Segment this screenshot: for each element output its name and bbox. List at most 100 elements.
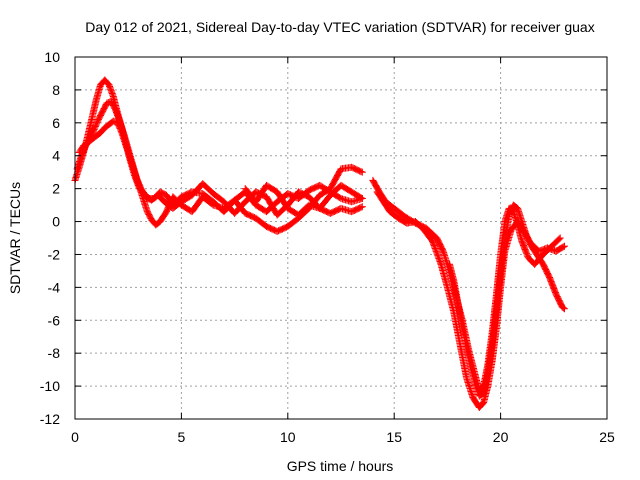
- x-tick-label: 5: [178, 429, 186, 445]
- series-track-7: [446, 201, 568, 400]
- data-point-trail: [114, 120, 125, 135]
- data-point-trail: [307, 202, 322, 212]
- data-point-trail: [553, 291, 566, 310]
- data-point-trail: [211, 190, 227, 205]
- data-point-trail: [391, 205, 408, 220]
- data-point-trail: [488, 326, 500, 364]
- data-point-trail: [106, 118, 116, 128]
- data-point-trail: [540, 262, 553, 280]
- axis-ticks: [74, 56, 608, 420]
- data-point-trail: [274, 189, 291, 211]
- y-tick-label: -6: [48, 312, 61, 328]
- data-point-trail: [510, 202, 521, 212]
- data-point-trail: [380, 199, 393, 214]
- data-point-trail: [123, 143, 134, 162]
- data-point-trail: [493, 285, 504, 331]
- data-point-trail: [450, 278, 462, 306]
- y-tick-label: -10: [40, 378, 60, 394]
- x-tick-label: 15: [386, 429, 402, 445]
- series-track-2: [73, 97, 366, 219]
- data-point-trail: [338, 182, 354, 195]
- data-point-trail: [476, 400, 487, 410]
- y-tick-label: -4: [48, 279, 61, 295]
- data-point-trail: [142, 192, 152, 202]
- data-point-trail: [155, 192, 167, 205]
- series-track-3: [75, 117, 366, 235]
- data-point-trail: [91, 117, 102, 132]
- data-point-trail: [518, 239, 532, 260]
- data-point-trail: [263, 194, 280, 218]
- data-point-trail: [467, 364, 479, 385]
- data-point-trail: [135, 183, 147, 201]
- data-point-trail: [534, 252, 546, 267]
- data-point-trail: [106, 82, 117, 99]
- data-point-trail: [102, 77, 112, 88]
- y-tick-label: 10: [44, 49, 60, 65]
- data-point-trail: [463, 375, 476, 400]
- data-point-trail: [89, 133, 99, 142]
- data-point-trail: [476, 389, 487, 399]
- data-point-trail: [93, 82, 104, 102]
- data-point-trail: [387, 209, 401, 221]
- data-point-trail: [153, 218, 163, 228]
- data-point-trail: [497, 239, 509, 277]
- y-axis-label: SDTVAR / TECUs: [7, 182, 23, 294]
- data-point-trail: [88, 97, 100, 120]
- data-point-trail: [242, 186, 259, 205]
- y-tick-labels: -12 -10 -8 -6 -4 -2 0 2 4 6 8 10: [40, 49, 60, 427]
- series-track-4: [241, 181, 366, 219]
- data-point-trail: [463, 344, 474, 369]
- data-point-trail: [264, 182, 280, 195]
- data-point-trail: [446, 262, 457, 283]
- data-point-trail: [118, 130, 130, 148]
- data-point-trail: [559, 304, 567, 312]
- data-point-trail: [104, 98, 114, 107]
- data-point-trail: [423, 225, 440, 241]
- data-point-trail: [349, 189, 365, 202]
- y-tick-label: 6: [52, 115, 60, 131]
- data-point-trail: [243, 210, 259, 222]
- x-tick-label: 20: [493, 429, 509, 445]
- data-point-trail: [349, 203, 365, 215]
- data-point-trail: [404, 218, 418, 227]
- data-point-trail: [484, 343, 496, 375]
- x-tick-label: 10: [280, 429, 296, 445]
- chart-title: Day 012 of 2021, Sidereal Day-to-day VTE…: [85, 19, 594, 35]
- data-point-trail: [93, 130, 103, 139]
- data-point-trail: [501, 213, 513, 244]
- data-point-trail: [144, 209, 155, 223]
- data-point-trail: [157, 189, 169, 199]
- data-point-trail: [413, 219, 427, 233]
- data-point-trail: [170, 194, 184, 208]
- data-point-trail: [99, 100, 110, 114]
- x-axis-label: GPS time / hours: [287, 458, 394, 474]
- data-point-trail: [140, 196, 151, 214]
- data-point-trail: [97, 125, 108, 136]
- data-point-trail: [147, 195, 156, 203]
- data-point-trail: [285, 215, 301, 230]
- data-point-trail: [232, 197, 248, 216]
- data-point-trail: [546, 275, 559, 297]
- data-point-trail: [253, 183, 270, 205]
- data-point-trail: [189, 194, 206, 214]
- data-point-trail: [493, 272, 504, 313]
- data-point-trail: [527, 242, 540, 257]
- y-tick-label: 0: [52, 214, 60, 230]
- data-point-trail: [76, 143, 87, 155]
- y-tick-label: 4: [52, 148, 60, 164]
- data-point-trail: [85, 136, 95, 146]
- data-point-trail: [296, 189, 312, 200]
- y-tick-label: -8: [48, 345, 61, 361]
- data-point-trail: [349, 164, 365, 176]
- data-point-trail: [127, 156, 138, 175]
- x-tick-label: 0: [71, 429, 79, 445]
- data-point-trail: [553, 243, 567, 254]
- data-point-trail: [157, 209, 170, 224]
- data-point-trail: [108, 99, 119, 112]
- data-marks: [71, 76, 568, 411]
- y-tick-label: -12: [40, 411, 60, 427]
- data-point-trail: [518, 219, 530, 237]
- data-point-trail: [200, 181, 216, 197]
- data-point-trail: [480, 370, 492, 395]
